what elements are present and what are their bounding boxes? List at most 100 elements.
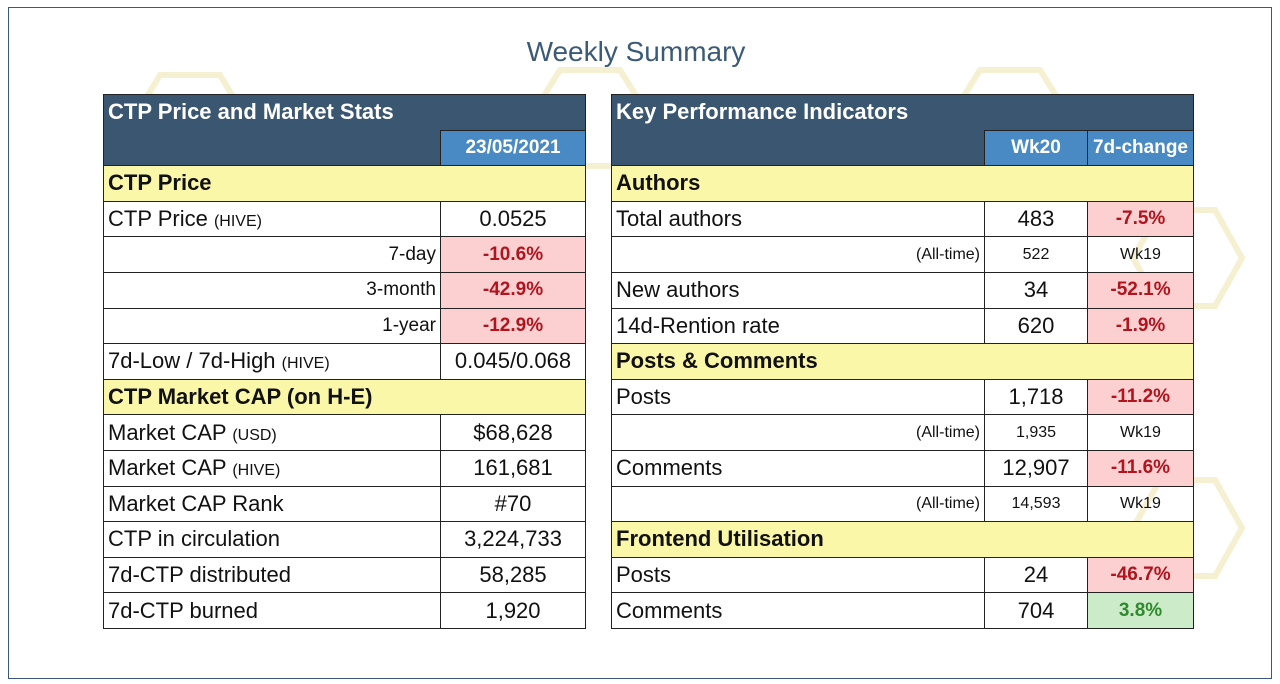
table-row: Market CAP Rank #70 — [103, 485, 587, 523]
metric-value: 704 — [984, 592, 1088, 629]
table-row: New authors 34 -52.1% — [611, 271, 1195, 309]
metric-value: 1,935 — [984, 414, 1088, 451]
kpi-table: Key Performance Indicators Wk20 7d-change A… — [610, 94, 1195, 629]
table-row: 3-month -42.9% — [103, 271, 587, 309]
metric-unit: (USD) — [232, 426, 277, 444]
metric-cell: CTP Price (HIVE) — [103, 200, 441, 238]
metric-value: 161,681 — [439, 449, 587, 487]
metric-cell: Market CAP (USD) — [103, 414, 441, 451]
table-row: (All-time) 522 Wk19 — [611, 236, 1195, 273]
metric-label: Comments — [611, 449, 985, 487]
change-value: -7.5% — [1086, 200, 1195, 238]
metric-value: 0.0525 — [439, 200, 587, 238]
metric-unit: (HIVE) — [281, 355, 330, 373]
metric-label: CTP in circulation — [108, 526, 280, 552]
metric-unit: (HIVE) — [213, 213, 262, 231]
metric-value: 1,920 — [439, 592, 587, 629]
table-row: Total authors 483 -7.5% — [611, 200, 1195, 238]
table-row: 1-year -12.9% — [103, 307, 587, 345]
metric-value: 620 — [984, 307, 1088, 345]
header-blank — [103, 130, 441, 167]
metric-value: 24 — [984, 556, 1088, 594]
left-header-row: CTP Price and Market Stats — [102, 94, 587, 131]
table-row: 7-day -10.6% — [103, 236, 587, 273]
table-row: 7d-CTP burned 1,920 — [103, 592, 587, 629]
metric-value: -12.9% — [439, 307, 587, 345]
metric-label: Market CAP — [108, 455, 227, 481]
table-row: 7d-Low / 7d-High (HIVE) 0.045/0.068 — [103, 343, 587, 380]
metric-cell: Market CAP (HIVE) — [103, 449, 441, 487]
alltime-label: (All-time) — [611, 414, 985, 451]
alltime-label: (All-time) — [611, 236, 985, 273]
section-label: Frontend Utilisation — [610, 521, 1195, 558]
table-row: Comments 12,907 -11.6% — [611, 449, 1195, 487]
table-row: Posts 1,718 -11.2% — [611, 378, 1195, 416]
right-header-row: Key Performance Indicators — [610, 94, 1195, 131]
metric-value: 58,285 — [439, 556, 587, 594]
table-row: 7d-CTP distributed 58,285 — [103, 556, 587, 594]
left-table-title: CTP Price and Market Stats — [102, 94, 587, 131]
period-label: 1-year — [103, 307, 441, 345]
metric-label: Comments — [611, 592, 985, 629]
section-label: Authors — [610, 165, 1195, 202]
table-row: Market CAP (USD) $68,628 — [103, 414, 587, 451]
metric-label: Market CAP — [108, 419, 227, 445]
metric-label: 7d-Low / 7d-High — [108, 348, 276, 374]
date-header: 23/05/2021 — [439, 129, 587, 167]
metric-label: Posts — [611, 556, 985, 594]
change-value: -11.6% — [1086, 449, 1195, 487]
metric-label: New authors — [611, 271, 985, 309]
metric-value: 3,224,733 — [439, 521, 587, 558]
price-market-stats-table: CTP Price and Market Stats 23/05/2021 CTP … — [102, 94, 587, 629]
change-value: -11.2% — [1086, 378, 1195, 416]
section-row: Authors — [610, 165, 1195, 202]
right-table-title: Key Performance Indicators — [610, 94, 1195, 131]
period-label: 7-day — [103, 236, 441, 273]
section-row: Posts & Comments — [610, 343, 1195, 380]
table-row: CTP Price (HIVE) 0.0525 — [103, 200, 587, 238]
metric-label: 7d-CTP burned — [108, 597, 259, 623]
metric-cell: 7d-CTP distributed — [103, 556, 441, 594]
right-col-header-row: Wk20 7d-change — [611, 129, 1195, 167]
metric-value: $68,628 — [439, 414, 587, 451]
table-row: Posts 24 -46.7% — [611, 556, 1195, 594]
metric-value: 12,907 — [984, 449, 1088, 487]
table-row: 14d-Rention rate 620 -1.9% — [611, 307, 1195, 345]
metric-value: -42.9% — [439, 271, 587, 309]
table-row: Market CAP (HIVE) 161,681 — [103, 449, 587, 487]
metric-value: 14,593 — [984, 485, 1088, 523]
metric-cell: CTP in circulation — [103, 521, 441, 558]
section-label: CTP Market CAP (on H-E) — [102, 378, 587, 416]
section-row: Frontend Utilisation — [610, 521, 1195, 558]
metric-label: Market CAP Rank — [108, 490, 284, 516]
header-blank — [611, 130, 985, 167]
section-row: CTP Price — [102, 165, 587, 202]
metric-value: #70 — [439, 485, 587, 523]
change-value: -1.9% — [1086, 307, 1195, 345]
change-value: Wk19 — [1086, 414, 1195, 451]
metric-cell: 7d-CTP burned — [103, 592, 441, 629]
metric-value: 522 — [984, 236, 1088, 273]
metric-unit: (HIVE) — [232, 462, 281, 480]
left-date-row: 23/05/2021 — [103, 129, 587, 167]
change-value: -46.7% — [1086, 556, 1195, 594]
metric-cell: Market CAP Rank — [103, 485, 441, 523]
metric-label: 7d-CTP distributed — [108, 562, 292, 588]
table-row: CTP in circulation 3,224,733 — [103, 521, 587, 558]
metric-value: 1,718 — [984, 378, 1088, 416]
table-row: (All-time) 14,593 Wk19 — [611, 485, 1195, 523]
metric-label: Posts — [611, 378, 985, 416]
table-row: (All-time) 1,935 Wk19 — [611, 414, 1195, 451]
metric-label: 14d-Rention rate — [611, 307, 985, 345]
change-header: 7d-change — [1086, 129, 1195, 167]
change-value: Wk19 — [1086, 485, 1195, 523]
metric-cell: 7d-Low / 7d-High (HIVE) — [103, 343, 441, 380]
page-title: Weekly Summary — [526, 36, 746, 67]
metric-value: 0.045/0.068 — [439, 343, 587, 380]
table-row: Comments 704 3.8% — [611, 592, 1195, 629]
metric-label: CTP Price — [108, 206, 208, 232]
section-row: CTP Market CAP (on H-E) — [102, 378, 587, 416]
metric-label: Total authors — [611, 200, 985, 238]
metric-value: 34 — [984, 271, 1088, 309]
change-value: 3.8% — [1086, 592, 1195, 629]
